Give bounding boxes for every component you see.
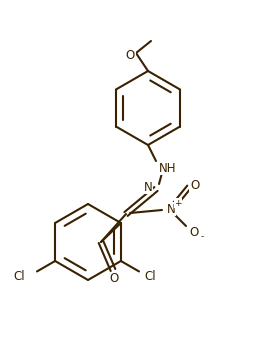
Text: Cl: Cl [144,270,156,283]
Text: NH: NH [159,161,177,175]
Text: O: O [189,226,199,238]
Text: O: O [125,49,135,61]
Text: Cl: Cl [13,270,25,283]
Text: N: N [167,202,175,216]
Text: -: - [200,232,204,241]
Text: +: + [174,198,182,207]
Text: O: O [190,178,200,191]
Text: N: N [144,181,152,193]
Text: O: O [109,272,119,286]
